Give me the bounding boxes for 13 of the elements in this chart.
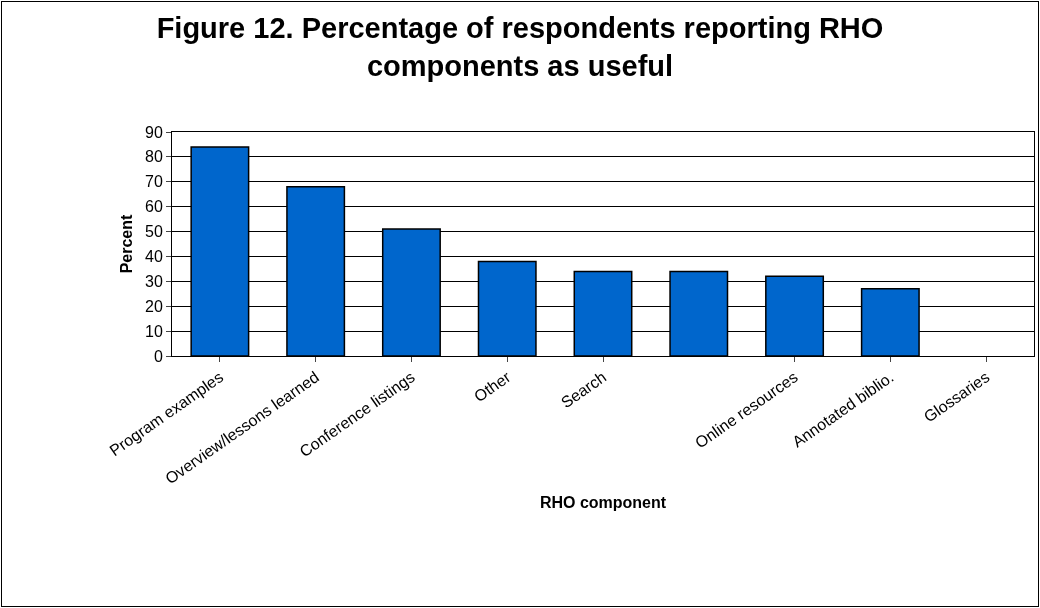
y-tick-label: 0 [153,347,163,365]
y-tick-label: 40 [145,248,163,266]
y-tick-label: 60 [145,198,163,216]
y-tick-label: 30 [145,272,163,290]
y-tick-label: 90 [145,123,163,141]
y-tick-label: 20 [145,297,163,315]
y-tick-label: 70 [145,173,163,191]
chart-title: Figure 12. Percentage of respondents reporting RHO components as useful [156,12,884,82]
y-tick-label: 50 [145,223,163,241]
y-tick-label: 10 [145,322,163,340]
y-tick-label: 80 [145,148,163,166]
y-axis-title: Percent [117,213,135,274]
x-axis-title: RHO component [539,493,667,511]
